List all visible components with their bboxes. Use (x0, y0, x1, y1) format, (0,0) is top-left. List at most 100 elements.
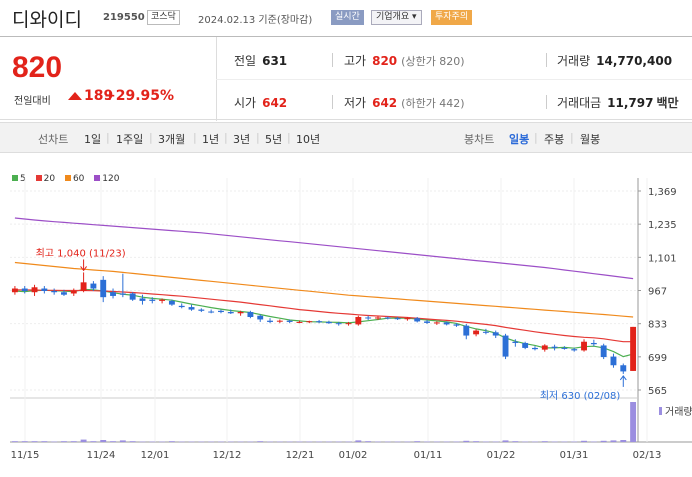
divider: | (149, 131, 153, 144)
tab-1w[interactable]: 1주일 (116, 133, 144, 146)
candle-body (630, 326, 637, 371)
tab-candle-chart[interactable]: 봉차트 (464, 133, 495, 146)
tab-1d[interactable]: 1일 (84, 133, 102, 146)
volume-bar (90, 441, 97, 442)
tab-5y[interactable]: 5년 (265, 133, 283, 146)
open-label: 시가 (234, 96, 257, 110)
ma-line-60 (14, 261, 634, 318)
high-label: 고가 (344, 54, 367, 68)
tab-3y[interactable]: 3년 (233, 133, 251, 146)
candle-body (522, 342, 529, 348)
tab-10y[interactable]: 10년 (296, 133, 321, 146)
amount-unit: 백만 (656, 96, 679, 110)
candle-body (600, 345, 607, 358)
volume-bar (610, 440, 617, 442)
tab-line-chart[interactable]: 선차트 (38, 133, 69, 146)
change-value: 189 (68, 88, 113, 104)
volume-legend-swatch (659, 407, 662, 415)
tab-1y[interactable]: 1년 (202, 133, 220, 146)
divider (546, 53, 547, 67)
divider: | (570, 131, 574, 144)
tab-3m[interactable]: 3개월 (158, 133, 186, 146)
x-tick-label: 01/02 (339, 450, 368, 461)
legend-label: 60 (72, 174, 85, 184)
low-annotation: 최저 630 (02/08) (540, 390, 621, 402)
volume-bar (502, 440, 509, 442)
volume-bar (119, 440, 126, 442)
ma-line-20 (14, 289, 634, 343)
candle-body (551, 346, 558, 348)
volume-bar (286, 441, 293, 443)
volume-bar (590, 441, 597, 443)
candle-body (168, 300, 175, 305)
volume-bar (129, 441, 136, 442)
volume-bar (335, 441, 342, 443)
candle-body (375, 317, 381, 319)
x-tick-label: 12/01 (141, 450, 170, 461)
candle-body (276, 320, 283, 322)
divider: | (256, 131, 260, 144)
legend-item-ma120: 120 (94, 174, 119, 184)
change-label: 전일대비 (14, 96, 51, 107)
divider: | (287, 131, 291, 144)
volume-bar (463, 440, 470, 442)
high-annotation: 최고 1,040 (11/23) (36, 247, 126, 259)
divider (216, 79, 692, 80)
volume-bar (80, 439, 87, 442)
candle-body (51, 290, 58, 293)
candle-body (424, 321, 430, 323)
candle-body (325, 321, 332, 324)
divider: | (224, 131, 228, 144)
volume-bar (257, 441, 264, 442)
candle-body (335, 323, 342, 325)
volume-bar (630, 402, 637, 442)
candle-body (414, 318, 421, 322)
volume-bar (100, 440, 107, 442)
legend-label: 20 (43, 174, 56, 184)
candle-body (443, 322, 450, 325)
volume-bar (276, 441, 283, 443)
volume-bar (296, 441, 303, 443)
candle-body (561, 347, 568, 349)
volume-bar (532, 441, 538, 443)
tab-daily[interactable]: 일봉 (509, 133, 530, 146)
volume-bar (384, 441, 391, 443)
volume-value: 14,770,400 (596, 54, 673, 68)
candle-body (384, 317, 391, 319)
candle-body (237, 312, 244, 314)
realtime-button[interactable]: 실시간 (331, 10, 364, 25)
change-amount: 189 (84, 88, 114, 104)
volume-bar (394, 441, 401, 443)
y-tick-label: 1,235 (648, 220, 677, 231)
candle-body (541, 345, 548, 350)
volume: 거래량 14,770,400 (557, 52, 672, 69)
x-tick-label: 11/24 (87, 450, 116, 461)
volume-bar (178, 441, 185, 443)
candle-body (404, 318, 411, 320)
price-chart[interactable]: 1,369 1,235 1,101 967 833 699 565 11/15 11/24 12/… (0, 178, 692, 477)
company-info-dropdown[interactable]: 기업개요 ▾ (371, 10, 422, 25)
candle-body (355, 316, 362, 325)
tab-weekly[interactable]: 주봉 (544, 133, 565, 146)
stock-header: 디와이디 219550 코스닥 2024.02.13 기준(장마감) 실시간 기… (0, 0, 692, 34)
candle-body (532, 347, 538, 350)
candle-body (463, 325, 470, 336)
volume-bar (325, 441, 332, 443)
tab-monthly[interactable]: 월봉 (580, 133, 601, 146)
candle-body (139, 298, 146, 301)
candle-body (316, 321, 323, 323)
divider: | (534, 131, 538, 144)
candle-body (257, 315, 264, 320)
candle-body (208, 311, 215, 313)
date-text: 2024.02.13 기준(장마감) (198, 15, 313, 26)
volume-bar (433, 441, 440, 443)
x-tick-label: 11/15 (11, 450, 40, 461)
x-tick-label: 01/22 (487, 450, 516, 461)
candle-body (110, 292, 116, 296)
volume-bar (443, 441, 450, 443)
change-percent: +29.95% (104, 88, 175, 104)
legend-swatch (94, 175, 101, 181)
volume-bar (414, 441, 421, 442)
candle-body (286, 320, 293, 322)
divider (332, 53, 333, 67)
